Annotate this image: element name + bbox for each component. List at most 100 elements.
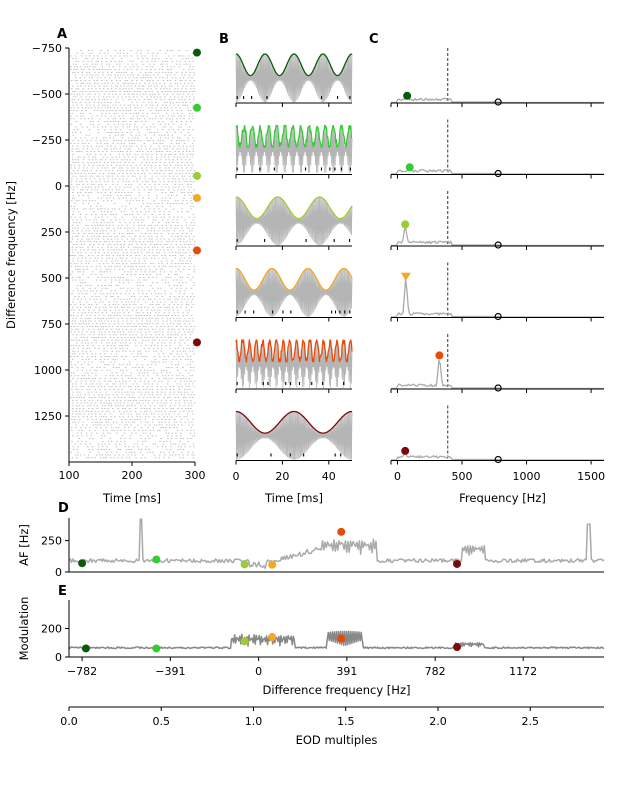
spike-tick: [161, 342, 163, 344]
spike-tick: [131, 265, 134, 267]
spike-tick: [150, 285, 152, 286]
spike-tick: [148, 416, 150, 418]
spike-tick: [162, 339, 164, 341]
spike-tick: [75, 454, 77, 456]
spike-tick: [138, 200, 140, 202]
spike-tick: [72, 145, 74, 147]
spike-tick: [191, 173, 193, 174]
spike-tick: [75, 58, 77, 60]
spike-tick: [114, 298, 116, 300]
spike-tick: [184, 80, 187, 81]
spike-tick: [143, 101, 145, 103]
modulation-point: [337, 634, 346, 643]
spike-tick: [149, 93, 151, 95]
spike-tick: [72, 446, 75, 448]
spike-tick: [173, 421, 176, 423]
spike-tick: [161, 197, 163, 199]
spike-tick: [144, 438, 147, 439]
spike-tick: [85, 208, 87, 210]
spike-tick: [77, 268, 79, 270]
spike-tick: [144, 449, 147, 450]
spike-tick: [159, 214, 161, 215]
spike-tick: [160, 293, 163, 295]
spike-tick: [83, 156, 85, 158]
spike-tick: [83, 337, 85, 338]
spike-tick: [117, 134, 119, 136]
spike-tick: [160, 438, 162, 439]
spike-tick: [128, 427, 130, 429]
spike-tick: [187, 394, 190, 396]
spike-tick: [142, 399, 144, 401]
spike-tick: [134, 137, 136, 139]
spike-tick: [188, 268, 190, 270]
spike-tick: [99, 328, 101, 330]
spike-tick: [166, 74, 169, 76]
spike-tick: [154, 224, 156, 226]
spike-tick: [167, 110, 169, 111]
spike-tick: [82, 200, 85, 202]
spike-tick: [130, 134, 133, 136]
spike-tick: [73, 164, 75, 166]
spike-tick: [90, 170, 92, 172]
spike-tick: [103, 449, 105, 450]
spike-tick: [86, 71, 88, 73]
spike-tick: [169, 298, 172, 300]
spike-tick: [107, 315, 110, 316]
spike-tick: [106, 222, 109, 224]
spike-tick: [146, 296, 149, 297]
spike-tick: [120, 246, 122, 248]
spike-tick: [145, 252, 148, 254]
spike-tick: [171, 118, 174, 120]
spike-tick: [159, 82, 161, 84]
spike-tick: [114, 235, 116, 237]
spike-tick: [97, 227, 99, 229]
spike-tick: [101, 99, 104, 101]
spike-tick: [163, 162, 166, 163]
spike-tick: [84, 306, 87, 308]
x-tick-label: 0: [394, 470, 401, 483]
spike-tick: [89, 427, 91, 429]
spike-tick: [172, 410, 174, 412]
spike-tick: [149, 320, 151, 322]
spike-tick: [155, 99, 157, 101]
spike-tick: [151, 66, 154, 68]
spike-tick: [117, 151, 119, 152]
spike-tick: [130, 279, 133, 281]
spike-tick: [97, 96, 100, 98]
spike-tick: [110, 194, 112, 196]
spike-tick: [92, 438, 94, 439]
spike-tick: [147, 194, 150, 196]
spike-tick: [191, 405, 193, 407]
spike-tick: [94, 457, 96, 459]
spike-tick: [115, 249, 117, 251]
spike-tick: [95, 391, 97, 393]
spike-tick: [127, 326, 129, 327]
spike-tick: [72, 175, 74, 177]
spike-tick: [102, 405, 104, 407]
spike-tick: [117, 238, 119, 240]
spike-tick: [103, 222, 105, 224]
spike-tick: [167, 249, 169, 251]
spike-tick: [136, 364, 138, 366]
spike-tick: [75, 399, 78, 401]
spike-tick: [192, 276, 194, 278]
spike-tick: [175, 290, 177, 292]
spike-tick: [113, 331, 116, 333]
spike-tick: [81, 315, 83, 316]
spike-tick: [154, 298, 156, 300]
spike-tick: [153, 74, 155, 76]
spike-tick: [71, 132, 74, 133]
spike-tick: [153, 309, 155, 311]
spike-tick: [184, 246, 187, 248]
spike-tick: [153, 424, 156, 426]
spike-tick: [106, 451, 108, 453]
spike-tick: [75, 96, 77, 98]
spike-tick: [148, 82, 151, 84]
spike-tick: [109, 186, 111, 188]
spike-tick: [141, 60, 143, 62]
spike-tick: [82, 189, 84, 191]
spike-tick: [143, 123, 145, 125]
spike-tick: [113, 233, 115, 234]
carrier-trace: [235, 53, 353, 103]
spike-tick: [142, 112, 144, 114]
